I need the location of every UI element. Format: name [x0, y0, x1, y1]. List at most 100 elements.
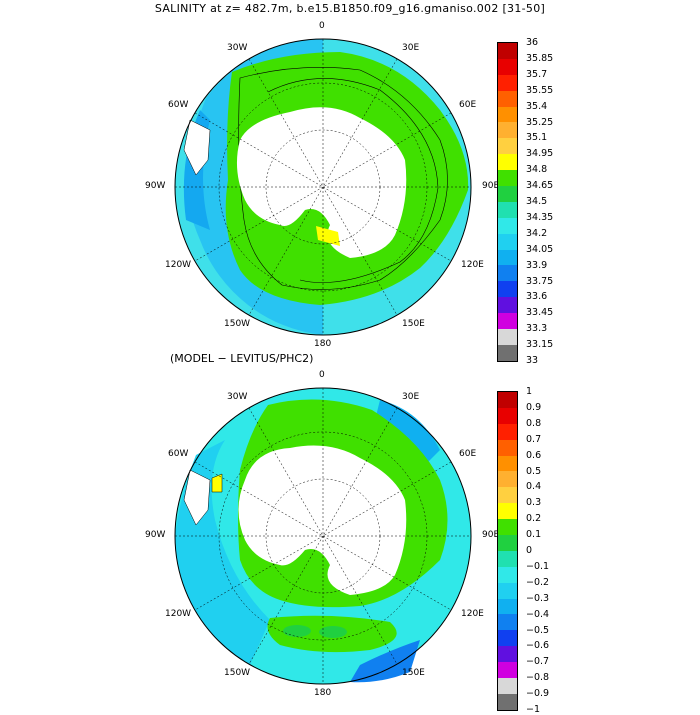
bottom-lon-150w-label: 150W [224, 668, 251, 678]
bottom-colorbar-tick-label: −0.4 [526, 608, 550, 620]
top-lon-90w-label: 90W [145, 181, 166, 191]
bottom-colorbar-swatch [498, 423, 517, 440]
figure-title: SALINITY at z= 482.7m, b.e15.B1850.f09_g… [154, 2, 546, 15]
bottom-colorbar-tick-label: 0.6 [526, 449, 542, 461]
bottom-colorbar-tick-label: 0.2 [526, 513, 542, 525]
bottom-colorbar-tick-label: −0.9 [526, 688, 550, 700]
bottom-colorbar-swatch [498, 455, 517, 472]
top-colorbar-swatch [498, 122, 517, 139]
bottom-lon-180-label: 180 [314, 688, 332, 698]
top-lon-60w-label: 60W [168, 100, 189, 110]
difference-subtitle: (MODEL − LEVITUS/PHC2) [170, 352, 314, 365]
bottom-colorbar-tick-label: −0.7 [526, 656, 550, 668]
top-colorbar-swatch [498, 233, 517, 250]
top-colorbar-tick-label: 36 [526, 37, 539, 48]
bottom-colorbar-tick-label: 0.1 [526, 529, 542, 541]
top-colorbar-swatch [498, 43, 517, 59]
top-colorbar-tick-label: 35.25 [526, 116, 554, 128]
top-lon-60e-label: 60E [459, 100, 477, 110]
top-colorbar-swatch [498, 201, 517, 218]
bottom-lon-60e-label: 60E [459, 449, 477, 459]
bottom-colorbar-swatch [498, 503, 517, 520]
top-colorbar-tick-label: 35.85 [526, 52, 554, 64]
top-colorbar-swatch [498, 90, 517, 107]
bottom-colorbar-tick-label: −0.6 [526, 640, 550, 652]
top-lon-150e-label: 150E [402, 319, 425, 329]
top-colorbar-swatch [498, 281, 517, 298]
top-colorbar-swatch [498, 106, 517, 123]
bottom-colorbar-tick-label: 0.9 [526, 401, 542, 413]
top-colorbar-swatch [498, 58, 517, 75]
top-colorbar-tick-label: 33.3 [526, 323, 548, 335]
bottom-colorbar-tick-label: 0.5 [526, 465, 542, 477]
top-lon-30w-label: 30W [227, 43, 248, 53]
bottom-colorbar-tick-label: 0.3 [526, 497, 542, 509]
bottom-colorbar-tick-label: 1 [526, 386, 533, 397]
bottom-colorbar-tick-label: 0.4 [526, 481, 542, 493]
top-colorbar-swatch [498, 265, 517, 282]
top-colorbar-swatch [498, 217, 517, 234]
bottom-colorbar-swatch [498, 630, 517, 647]
top-colorbar-tick-label: 33.75 [526, 275, 554, 287]
top-colorbar-tick-label: 34.5 [526, 196, 548, 207]
bottom-colorbar-swatch [498, 519, 517, 536]
top-colorbar-tick-label: 34.8 [526, 164, 548, 176]
bottom-lon-90w-label: 90W [145, 530, 166, 540]
bottom-colorbar-swatch [498, 646, 517, 663]
bottom-colorbar-swatch [498, 487, 517, 504]
top-colorbar-tick-label: 34.95 [526, 148, 554, 160]
bottom-colorbar-tick-label: −0.3 [526, 592, 550, 604]
top-colorbar-swatch [498, 74, 517, 91]
bottom-colorbar-tick-label: 0.7 [526, 433, 542, 445]
bottom-lon-30e-label: 30E [402, 392, 420, 402]
top-colorbar-swatch [498, 186, 517, 202]
top-colorbar-tick-label: 33.6 [526, 291, 548, 303]
bottom-colorbar-swatch [498, 678, 517, 694]
bottom-colorbar-tick-label: −0.1 [526, 560, 550, 572]
top-colorbar-swatch [498, 344, 517, 361]
top-lon-30e-label: 30E [402, 43, 420, 53]
top-lon-150w-label: 150W [224, 319, 251, 329]
bottom-lon-60w-label: 60W [168, 449, 189, 459]
top-colorbar-tick-label: 35.4 [526, 100, 548, 112]
top-colorbar-swatch [498, 297, 517, 314]
bottom-lon-120w-label: 120W [165, 609, 192, 619]
bottom-lon-150e-label: 150E [402, 668, 425, 678]
bottom-lon-30w-label: 30W [227, 392, 248, 402]
top-lon-180-label: 180 [314, 339, 332, 349]
bottom-colorbar-tick-label: −0.5 [526, 624, 550, 636]
bottom-colorbar-swatch [498, 439, 517, 456]
top-lon-120e-label: 120E [461, 260, 484, 270]
top-colorbar-tick-label: 34.65 [526, 180, 554, 192]
bottom-difference-map [174, 387, 472, 685]
top-colorbar-tick-label: 35.7 [526, 68, 548, 80]
bottom-colorbar-swatch [498, 614, 517, 631]
bottom-colorbar-tick-label: −0.2 [526, 576, 550, 588]
top-colorbar [497, 42, 518, 362]
top-colorbar-swatch [498, 138, 517, 155]
top-colorbar-tick-label: 33 [526, 355, 539, 366]
top-colorbar-swatch [498, 313, 517, 330]
bottom-colorbar-tick-label: 0 [526, 545, 533, 556]
top-colorbar-tick-label: 34.35 [526, 211, 554, 223]
bottom-colorbar-swatch [498, 582, 517, 599]
top-salinity-map [174, 38, 472, 336]
top-colorbar-tick-label: 35.1 [526, 132, 548, 144]
top-colorbar-tick-label: 34.2 [526, 227, 548, 239]
bottom-colorbar-swatch [498, 693, 517, 710]
bottom-lon-0-label: 0 [319, 370, 325, 380]
top-colorbar-swatch [498, 249, 517, 266]
top-colorbar-tick-label: 33.9 [526, 259, 548, 271]
bottom-colorbar-swatch [498, 566, 517, 583]
bottom-lon-90e-label: 90E [482, 530, 500, 540]
bottom-colorbar-tick-label: −0.8 [526, 672, 550, 684]
top-colorbar-swatch [498, 154, 517, 171]
top-lon-120w-label: 120W [165, 260, 192, 270]
top-colorbar-tick-label: 33.15 [526, 339, 554, 351]
bottom-lon-120e-label: 120E [461, 609, 484, 619]
bottom-colorbar-swatch [498, 550, 517, 567]
top-lon-0-label: 0 [319, 21, 325, 31]
bottom-colorbar-tick-label: −1 [526, 704, 541, 715]
top-colorbar-swatch [498, 329, 517, 345]
top-lon-90e-label: 90E [482, 181, 500, 191]
